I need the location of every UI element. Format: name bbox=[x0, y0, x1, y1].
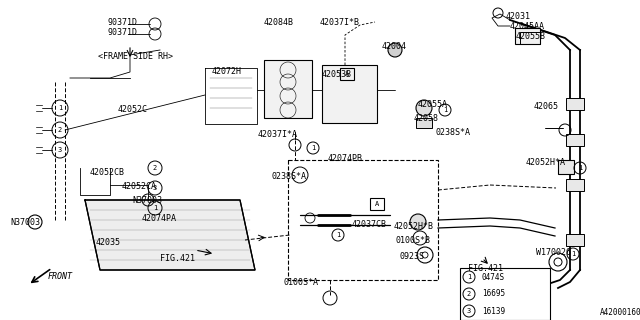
Text: 42037CB: 42037CB bbox=[352, 220, 387, 229]
Text: A: A bbox=[345, 71, 349, 77]
Text: 1: 1 bbox=[467, 274, 471, 280]
Bar bbox=[566, 179, 584, 191]
Text: 42035: 42035 bbox=[96, 238, 121, 247]
Text: 3: 3 bbox=[467, 308, 471, 314]
Text: 0474S: 0474S bbox=[482, 273, 505, 282]
Bar bbox=[558, 160, 574, 174]
Text: 1: 1 bbox=[153, 205, 157, 211]
Text: 1: 1 bbox=[311, 145, 315, 151]
Bar bbox=[370, 198, 384, 210]
Polygon shape bbox=[85, 200, 255, 270]
Bar bbox=[322, 65, 377, 123]
Text: FIG.421: FIG.421 bbox=[468, 264, 503, 273]
Text: 42074PB: 42074PB bbox=[328, 154, 363, 163]
Text: 2: 2 bbox=[467, 291, 471, 297]
Text: 42031: 42031 bbox=[506, 12, 531, 21]
Text: 1: 1 bbox=[336, 232, 340, 238]
Text: 3: 3 bbox=[58, 147, 62, 153]
Text: 1: 1 bbox=[58, 105, 62, 111]
Text: FRONT: FRONT bbox=[48, 272, 73, 281]
Text: 2: 2 bbox=[58, 127, 62, 133]
Text: 1: 1 bbox=[443, 107, 447, 113]
Text: 0100S*B: 0100S*B bbox=[396, 236, 431, 245]
Text: N37003: N37003 bbox=[132, 196, 162, 205]
Text: 42055B: 42055B bbox=[516, 32, 546, 41]
Text: 42004: 42004 bbox=[382, 42, 407, 51]
Bar bbox=[515, 28, 540, 44]
Text: 16139: 16139 bbox=[482, 307, 505, 316]
Bar bbox=[520, 32, 540, 44]
Text: 1: 1 bbox=[571, 251, 575, 257]
Text: A420001608: A420001608 bbox=[600, 308, 640, 317]
Text: 90371D: 90371D bbox=[108, 18, 138, 27]
Text: 0238S*A: 0238S*A bbox=[436, 128, 471, 137]
Text: 42074PA: 42074PA bbox=[142, 214, 177, 223]
Bar bbox=[566, 134, 584, 146]
Text: FIG.421: FIG.421 bbox=[160, 254, 195, 263]
Circle shape bbox=[388, 43, 402, 57]
Text: 42065: 42065 bbox=[534, 102, 559, 111]
Text: <FRAME SIDE RH>: <FRAME SIDE RH> bbox=[98, 52, 173, 61]
Text: 42058: 42058 bbox=[414, 114, 439, 123]
Text: A: A bbox=[375, 201, 379, 207]
Text: 42045AA: 42045AA bbox=[510, 22, 545, 31]
Text: 42084B: 42084B bbox=[264, 18, 294, 27]
Text: 42052H*B: 42052H*B bbox=[394, 222, 434, 231]
Text: 42052CA: 42052CA bbox=[122, 182, 157, 191]
Text: 0923S: 0923S bbox=[400, 252, 425, 261]
Text: 42052C: 42052C bbox=[118, 105, 148, 114]
Bar bbox=[566, 98, 584, 110]
Text: 0238S*A: 0238S*A bbox=[272, 172, 307, 181]
Text: 3: 3 bbox=[153, 185, 157, 191]
Circle shape bbox=[410, 214, 426, 230]
Text: 0100S*A: 0100S*A bbox=[284, 278, 319, 287]
Text: 1: 1 bbox=[578, 165, 582, 171]
Text: W170026: W170026 bbox=[536, 248, 571, 257]
Bar bbox=[566, 234, 584, 246]
Text: 42052H*A: 42052H*A bbox=[526, 158, 566, 167]
Bar bbox=[460, 268, 550, 320]
Text: 42052CB: 42052CB bbox=[90, 168, 125, 177]
Bar bbox=[264, 60, 312, 118]
Text: 16695: 16695 bbox=[482, 290, 505, 299]
Text: 42053B: 42053B bbox=[322, 70, 352, 79]
Text: 2: 2 bbox=[153, 165, 157, 171]
Bar bbox=[288, 160, 438, 280]
Text: N37003: N37003 bbox=[10, 218, 40, 227]
Bar bbox=[416, 118, 432, 128]
Text: 42055A: 42055A bbox=[418, 100, 448, 109]
Text: 42037I*B: 42037I*B bbox=[320, 18, 360, 27]
Text: 42072H: 42072H bbox=[212, 67, 242, 76]
Circle shape bbox=[416, 100, 432, 116]
Text: 42037I*A: 42037I*A bbox=[258, 130, 298, 139]
Bar bbox=[340, 68, 354, 80]
Text: 90371D: 90371D bbox=[108, 28, 138, 37]
